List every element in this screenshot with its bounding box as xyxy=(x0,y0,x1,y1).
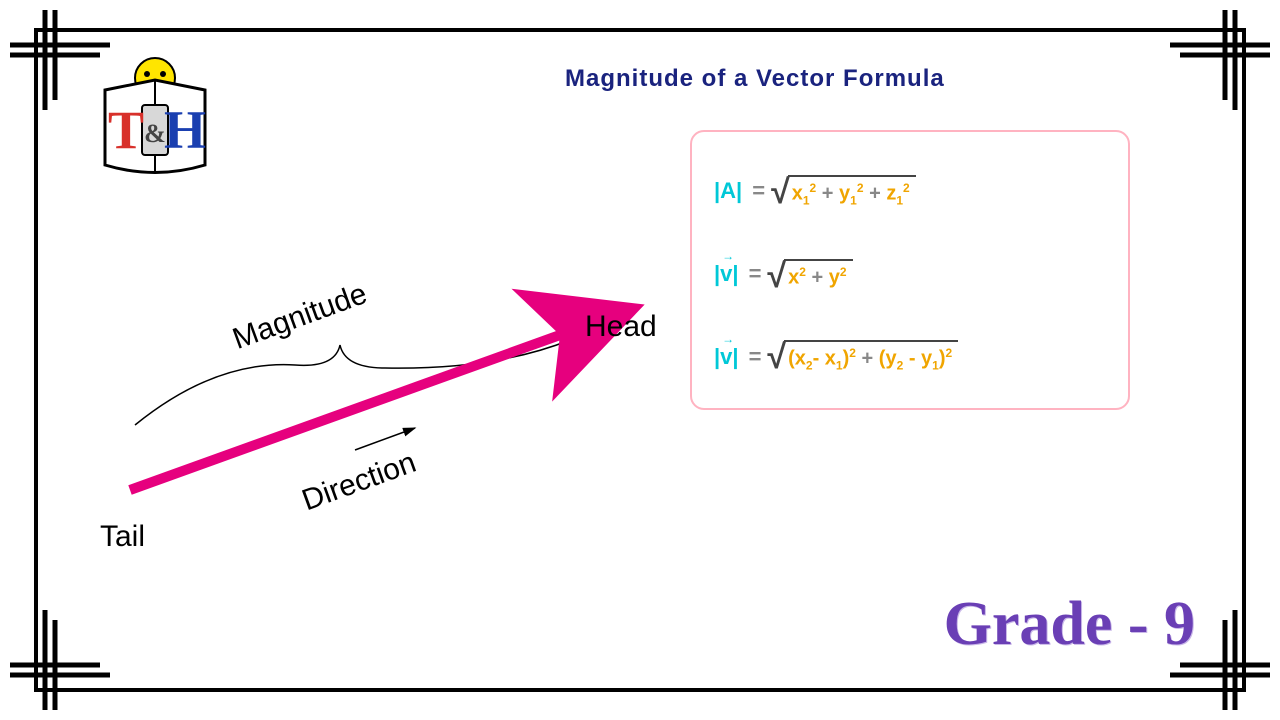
formula-1-lhs: |A| xyxy=(714,178,742,204)
equals-sign: = xyxy=(752,178,765,204)
formula-1: |A| = √ x12 + y12 + z12 xyxy=(714,162,1106,220)
sqrt-2: √ x2 + y2 xyxy=(767,259,852,290)
label-head: Head xyxy=(585,310,657,344)
label-tail: Tail xyxy=(100,520,145,554)
formula-3-lhs: |v| xyxy=(714,344,739,370)
logo-amp: & xyxy=(144,119,166,148)
logo-letter-t: T xyxy=(108,100,144,160)
sqrt-3: √ (x2- x1)2 + (y2 - y1)2 xyxy=(767,340,958,373)
corner-tr xyxy=(1160,0,1280,120)
formula-2: |v| = √ x2 + y2 xyxy=(714,245,1106,303)
vector-diagram xyxy=(75,250,695,610)
equals-sign: = xyxy=(749,261,762,287)
formula-2-lhs: |v| xyxy=(714,261,739,287)
formula-box: |A| = √ x12 + y12 + z12 |v| = √ x2 + y2 … xyxy=(690,130,1130,410)
th-logo: T & H xyxy=(90,50,220,180)
page-title: Magnitude of a Vector Formula xyxy=(565,65,945,93)
sqrt-1: √ x12 + y12 + z12 xyxy=(771,175,916,208)
equals-sign: = xyxy=(749,344,762,370)
logo-letter-h: H xyxy=(164,100,206,160)
formula-3: |v| = √ (x2- x1)2 + (y2 - y1)2 xyxy=(714,328,1106,386)
corner-bl xyxy=(0,600,120,720)
grade-label: Grade - 9 xyxy=(944,589,1195,660)
